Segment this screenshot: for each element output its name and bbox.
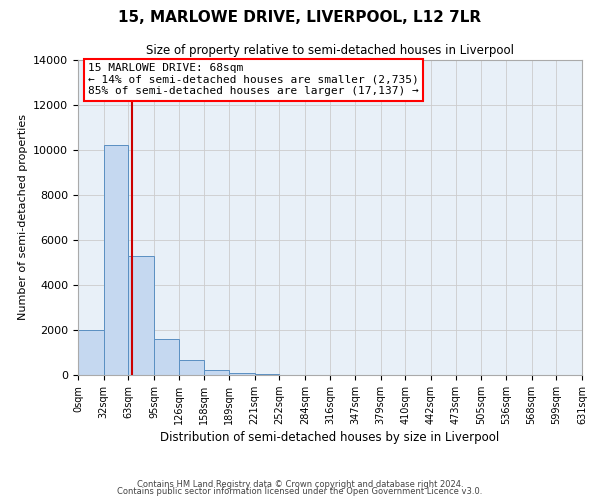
Bar: [229, 373, 254, 375]
Bar: [128, 256, 154, 375]
Text: 15 MARLOWE DRIVE: 68sqm
← 14% of semi-detached houses are smaller (2,735)
85% of: 15 MARLOWE DRIVE: 68sqm ← 14% of semi-de…: [88, 63, 419, 96]
Bar: [254, 374, 279, 375]
Bar: [179, 360, 204, 375]
Y-axis label: Number of semi-detached properties: Number of semi-detached properties: [17, 114, 28, 320]
Bar: [104, 146, 128, 375]
Bar: [78, 330, 104, 375]
Text: Contains HM Land Registry data © Crown copyright and database right 2024.: Contains HM Land Registry data © Crown c…: [137, 480, 463, 489]
Text: Contains public sector information licensed under the Open Government Licence v3: Contains public sector information licen…: [118, 487, 482, 496]
X-axis label: Distribution of semi-detached houses by size in Liverpool: Distribution of semi-detached houses by …: [160, 431, 500, 444]
Bar: [204, 370, 229, 375]
Text: 15, MARLOWE DRIVE, LIVERPOOL, L12 7LR: 15, MARLOWE DRIVE, LIVERPOOL, L12 7LR: [118, 10, 482, 25]
Bar: [154, 339, 179, 375]
Title: Size of property relative to semi-detached houses in Liverpool: Size of property relative to semi-detach…: [146, 44, 514, 58]
